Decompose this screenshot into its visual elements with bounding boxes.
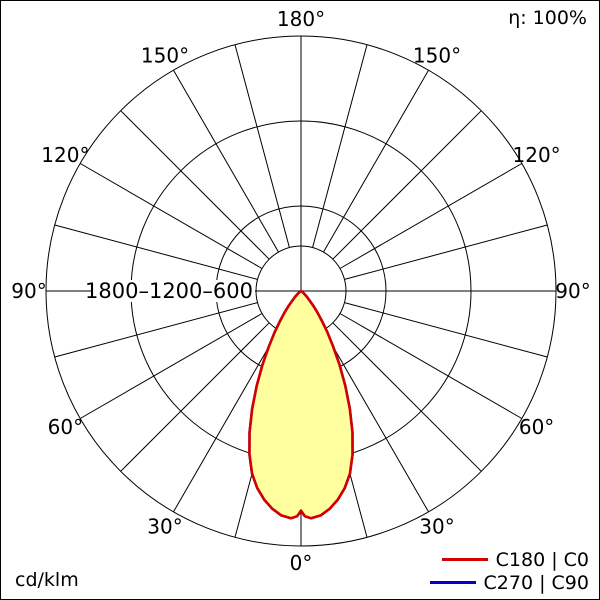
efficiency-label: η: 100%	[508, 7, 587, 29]
grid-spoke	[234, 44, 290, 248]
grid-spoke	[54, 302, 258, 358]
legend-label-c270-c90: C270 | C90	[483, 571, 589, 594]
grid-spoke	[312, 44, 368, 248]
grid-spoke	[79, 163, 263, 269]
radial-tick-labels: 1800–1200–600	[85, 279, 253, 303]
grid-spoke	[332, 322, 482, 472]
angle-label: 180°	[277, 7, 325, 31]
grid-spoke	[173, 329, 279, 513]
angle-label: 150°	[413, 43, 461, 67]
grid-spoke	[344, 224, 548, 280]
unit-label: cd/klm	[15, 569, 79, 591]
angle-label: 60°	[519, 415, 554, 439]
grid-spoke	[344, 302, 548, 358]
angle-label: 120°	[41, 143, 89, 167]
legend-label-c180-c0: C180 | C0	[495, 548, 589, 571]
legend-item-c180-c0: C180 | C0	[430, 548, 589, 571]
grid-spoke	[173, 69, 279, 253]
legend-swatch-c180-c0	[441, 558, 488, 561]
angle-label: 30°	[419, 515, 454, 539]
curve-c180-c0	[248, 289, 354, 520]
angle-label: 120°	[513, 143, 561, 167]
grid-spoke	[332, 110, 482, 260]
angle-label: 150°	[141, 43, 189, 67]
angle-label: 30°	[147, 515, 182, 539]
grid-spoke	[339, 163, 523, 269]
grid-spoke	[323, 329, 429, 513]
angle-label: 90°	[11, 279, 46, 303]
angle-label: 90°	[555, 279, 590, 303]
legend: C180 | C0 C270 | C90	[429, 548, 589, 594]
grid-spoke	[120, 322, 270, 472]
grid-spoke	[54, 224, 258, 280]
grid-spoke	[323, 69, 429, 253]
grid-spoke	[339, 313, 523, 419]
grid-spoke	[79, 313, 263, 419]
legend-swatch-c270-c90	[429, 581, 476, 584]
angle-label: 60°	[48, 415, 83, 439]
grid-spoke	[120, 110, 270, 260]
angle-label: 0°	[290, 551, 313, 575]
legend-item-c270-c90: C270 | C90	[429, 571, 589, 594]
radial-label-mask	[93, 280, 255, 302]
